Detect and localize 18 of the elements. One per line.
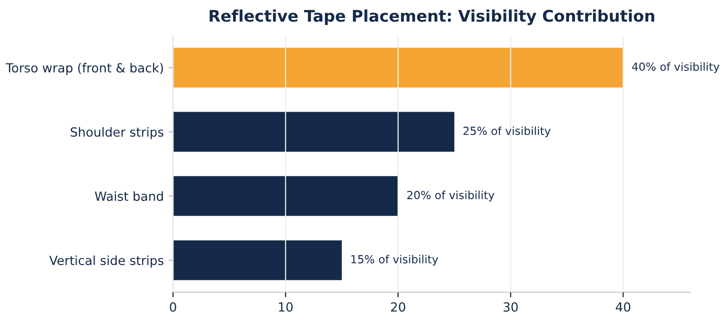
x-tick-label: 0: [170, 302, 176, 312]
bar: [173, 240, 342, 280]
x-tick-label: 10: [278, 302, 293, 312]
data-label: 40% of visibility: [632, 62, 720, 74]
bar: [173, 176, 398, 216]
data-label: 15% of visibility: [351, 254, 438, 266]
chart-title: Reflective Tape Placement: Visibility Contribution: [210, 10, 654, 26]
data-label: 25% of visibility: [463, 126, 551, 138]
y-tick-label: Vertical side strips: [49, 255, 164, 268]
y-tick-label: Shoulder strips: [70, 127, 164, 140]
bar: [173, 48, 624, 88]
y-tick-label: Torso wrap (front & back): [6, 62, 163, 75]
x-tick-label: 40: [616, 302, 630, 312]
x-tick-label: 20: [391, 302, 406, 312]
x-tick-label: 30: [504, 302, 518, 312]
y-tick-label: Waist band: [94, 191, 163, 201]
data-label: 20% of visibility: [407, 190, 494, 202]
bar: [173, 112, 454, 152]
